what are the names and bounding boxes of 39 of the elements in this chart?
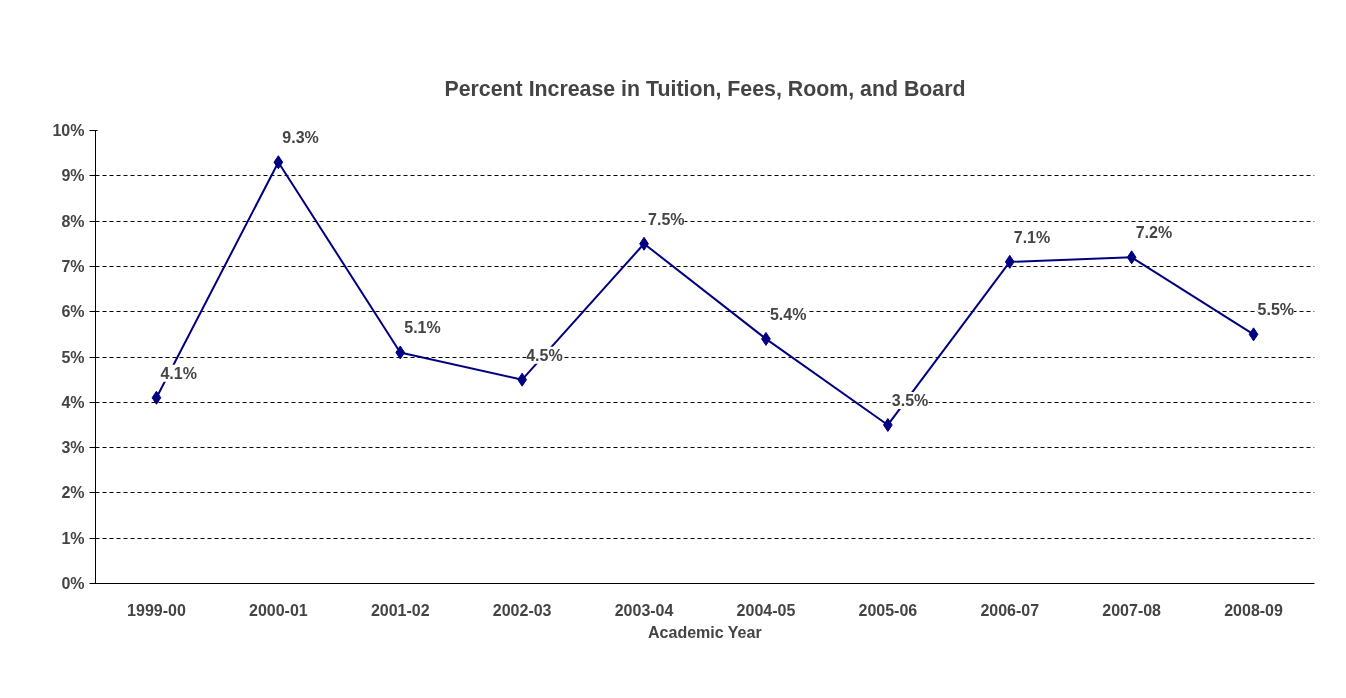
x-tick-label: 2001-02 xyxy=(370,601,430,619)
y-tick-label: 1% xyxy=(61,529,85,547)
data-label: 4.5% xyxy=(526,346,563,364)
data-label: 5.1% xyxy=(404,319,441,337)
data-label: 7.5% xyxy=(648,210,685,228)
data-label: 7.1% xyxy=(1013,228,1051,246)
point xyxy=(273,155,284,170)
y-tick-label: 0% xyxy=(61,575,85,592)
y-tick-label: 9% xyxy=(61,167,85,185)
x-tick-label: 2008-09 xyxy=(1224,601,1284,619)
data-label: 5.5% xyxy=(1257,301,1295,319)
x-tick-label: 2006-07 xyxy=(980,601,1040,619)
point xyxy=(1004,254,1015,269)
x-axis-title: Academic Year xyxy=(648,623,762,641)
y-tick-label: 4% xyxy=(61,393,85,411)
point xyxy=(1126,250,1137,265)
y-tick-label: 6% xyxy=(61,303,85,321)
x-tick-label: 2005-06 xyxy=(858,601,918,619)
x-tick-label: 1999-00 xyxy=(127,601,186,619)
x-tick-label: 2007-08 xyxy=(1102,601,1162,619)
y-tick-label: 2% xyxy=(61,484,85,502)
x-tick-label: 2003-04 xyxy=(614,601,674,619)
data-label: 5.4% xyxy=(769,305,807,323)
data-label: 4.1% xyxy=(160,364,197,382)
y-tick-label: 8% xyxy=(61,212,85,230)
x-tick-label: 2000-01 xyxy=(248,601,308,619)
chart-title: Percent Increase in Tuition, Fees, Room, and Board xyxy=(444,76,966,101)
data-label: 9.3% xyxy=(282,129,319,147)
point xyxy=(151,390,162,405)
point xyxy=(1248,327,1259,342)
y-tick-label: 5% xyxy=(61,348,85,366)
y-tick-label: 10% xyxy=(52,122,85,139)
x-tick-label: 2002-03 xyxy=(492,601,552,619)
y-tick-label: 7% xyxy=(61,257,85,275)
x-tick-label: 2004-05 xyxy=(736,601,796,619)
data-label: 7.2% xyxy=(1135,224,1173,242)
data-label: 3.5% xyxy=(891,391,929,409)
point xyxy=(395,345,406,360)
y-tick-label: 3% xyxy=(61,439,85,457)
